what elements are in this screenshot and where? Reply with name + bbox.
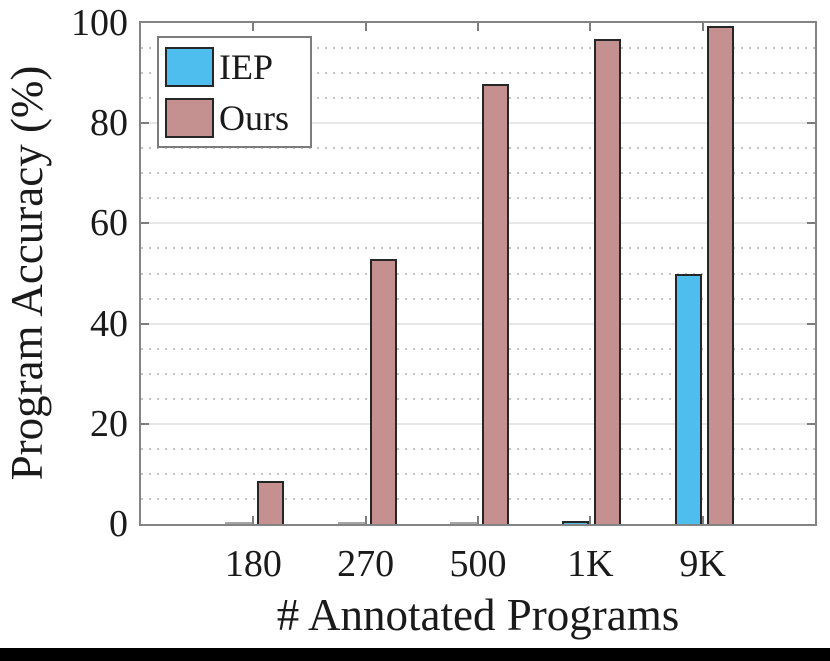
y-tick-label: 20: [90, 402, 128, 445]
bar-iep-1k: [562, 520, 590, 524]
bar-iep-9k: [674, 273, 702, 524]
y-axis-tick: [141, 322, 149, 325]
y-axis-tick: [807, 422, 815, 425]
x-axis-tick: [252, 516, 255, 524]
bottom-black-strip: [0, 648, 830, 661]
x-axis-tick: [589, 516, 592, 524]
y-axis-tick: [141, 122, 149, 125]
x-axis-tick: [701, 23, 704, 31]
x-axis-tick: [589, 23, 592, 31]
y-tick-label: 80: [90, 102, 128, 145]
bar-iep-500: [450, 522, 477, 524]
legend-swatch-ours: [165, 98, 214, 138]
x-tick-label: 9K: [679, 543, 726, 585]
bar-ours-270: [369, 259, 397, 524]
bar-ours-1k: [594, 38, 622, 524]
legend-swatch-iep: [165, 47, 214, 87]
x-tick-label: 270: [337, 543, 395, 585]
legend-label-iep: IEP: [219, 47, 273, 87]
x-tick-label: 1K: [567, 543, 614, 585]
y-tick-label: 40: [90, 302, 128, 345]
x-axis-tick: [477, 23, 479, 31]
x-tick-label: 500: [449, 543, 507, 585]
y-axis-tick: [141, 422, 149, 425]
plot-area: IEP Ours: [139, 21, 817, 526]
y-axis-tick: [141, 222, 149, 225]
bar-ours-500: [482, 84, 509, 524]
bar-ours-9k: [706, 25, 734, 524]
y-tick-label: 60: [90, 202, 128, 245]
y-axis-tick: [807, 122, 815, 125]
y-tick-label: 100: [71, 2, 128, 44]
bar-ours-180: [257, 481, 285, 524]
x-axis-tick: [364, 516, 367, 524]
x-axis-tick: [364, 23, 367, 31]
x-tick-label: 180: [224, 543, 282, 585]
y-tick-label: 0: [109, 503, 128, 545]
x-axis-tick: [477, 516, 479, 524]
bar-iep-180: [225, 522, 253, 524]
legend: IEP Ours: [157, 36, 312, 148]
bar-iep-270: [337, 522, 365, 524]
x-axis-tick: [252, 23, 255, 31]
legend-item-ours: Ours: [165, 98, 310, 138]
y-axis-tick: [807, 322, 815, 325]
y-axis-tick: [807, 222, 815, 225]
legend-label-ours: Ours: [219, 98, 289, 138]
x-axis-tick: [701, 516, 704, 524]
x-axis-title: # Annotated Programs: [276, 590, 680, 640]
legend-item-iep: IEP: [165, 47, 310, 87]
